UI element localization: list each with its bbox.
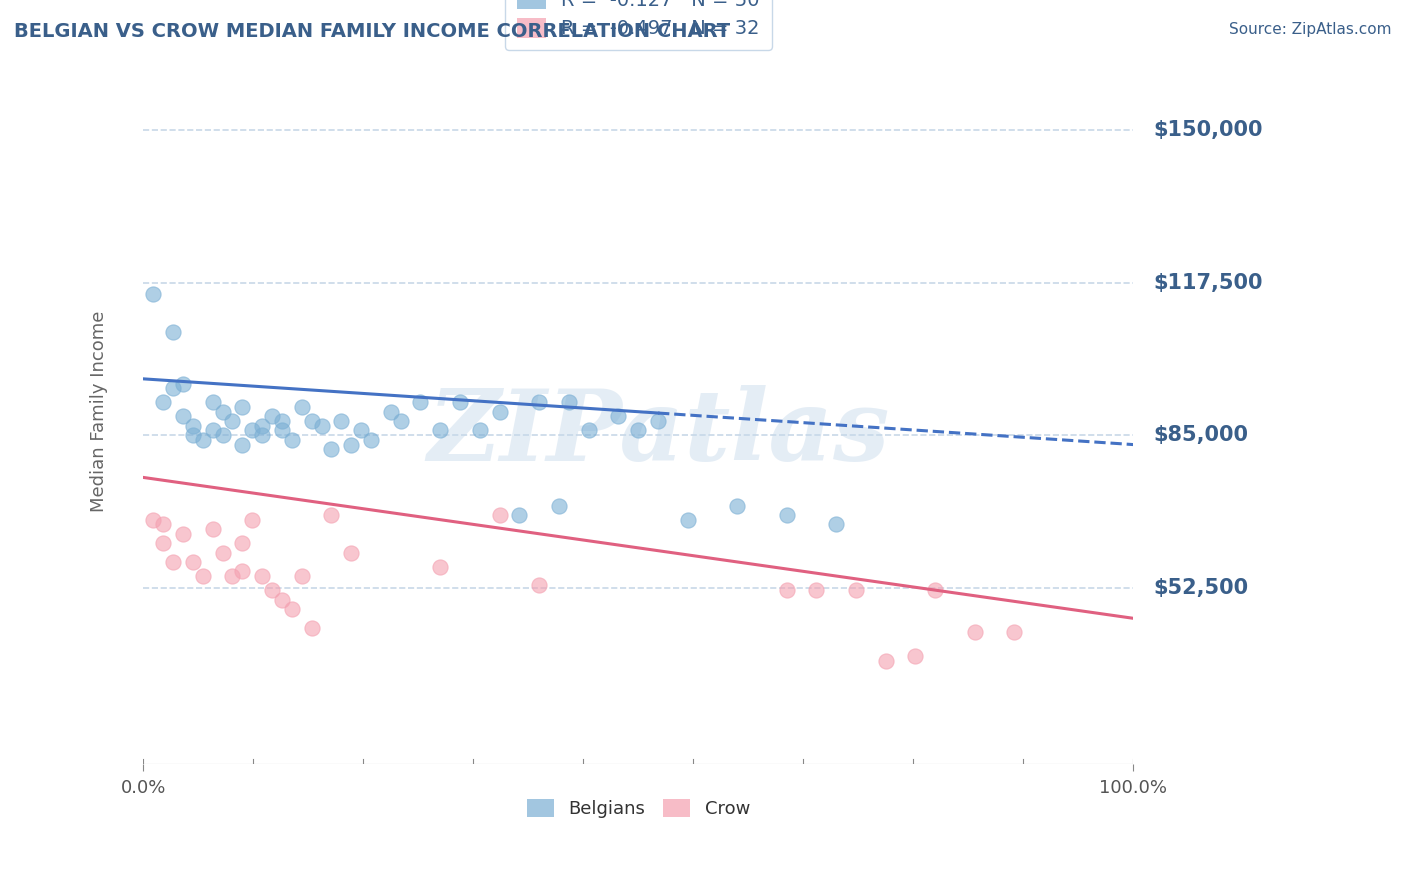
Point: [301, 621, 323, 635]
Point: [162, 381, 184, 395]
Point: [806, 583, 828, 598]
Point: [380, 405, 402, 419]
Point: [389, 414, 412, 428]
Point: [231, 437, 253, 451]
Point: [607, 409, 630, 424]
Point: [291, 400, 314, 414]
Point: [201, 424, 224, 438]
Point: [963, 625, 986, 640]
Point: [1002, 625, 1025, 640]
Point: [211, 405, 233, 419]
Text: Source: ZipAtlas.com: Source: ZipAtlas.com: [1229, 22, 1392, 37]
Point: [211, 545, 233, 559]
Point: [250, 428, 273, 442]
Point: [260, 583, 283, 598]
Point: [340, 545, 363, 559]
Point: [172, 526, 194, 541]
Point: [725, 499, 748, 513]
Point: [627, 424, 650, 438]
Point: [250, 569, 273, 583]
Text: $52,500: $52,500: [1153, 578, 1249, 598]
Point: [488, 405, 510, 419]
Point: [240, 513, 263, 527]
Point: [152, 536, 174, 550]
Text: ZIPatlas: ZIPatlas: [427, 384, 889, 481]
Point: [191, 569, 214, 583]
Point: [330, 414, 353, 428]
Point: [281, 602, 304, 616]
Point: [291, 569, 314, 583]
Point: [201, 522, 224, 536]
Point: [468, 424, 491, 438]
Point: [825, 517, 848, 532]
Point: [924, 583, 946, 598]
Point: [311, 418, 333, 433]
Point: [181, 555, 204, 569]
Point: [162, 325, 184, 339]
Point: [260, 409, 283, 424]
Point: [529, 395, 551, 409]
Point: [172, 409, 194, 424]
Point: [578, 424, 600, 438]
Point: [340, 437, 363, 451]
Point: [240, 424, 263, 438]
Point: [250, 418, 273, 433]
Point: [529, 578, 551, 592]
Point: [647, 414, 669, 428]
Text: $150,000: $150,000: [1153, 120, 1263, 140]
Point: [181, 428, 204, 442]
Point: [142, 287, 165, 301]
Legend: Belgians, Crow: Belgians, Crow: [519, 791, 758, 825]
Point: [321, 442, 343, 457]
Point: [211, 428, 233, 442]
Point: [152, 395, 174, 409]
Point: [231, 565, 253, 579]
Point: [429, 559, 451, 574]
Point: [449, 395, 471, 409]
Point: [201, 395, 224, 409]
Point: [845, 583, 868, 598]
Text: BELGIAN VS CROW MEDIAN FAMILY INCOME CORRELATION CHART: BELGIAN VS CROW MEDIAN FAMILY INCOME COR…: [14, 22, 730, 41]
Text: $85,000: $85,000: [1153, 425, 1249, 445]
Point: [321, 508, 343, 522]
Point: [221, 569, 243, 583]
Point: [301, 414, 323, 428]
Point: [360, 433, 382, 447]
Point: [776, 583, 799, 598]
Point: [162, 555, 184, 569]
Point: [350, 424, 373, 438]
Point: [181, 418, 204, 433]
Point: [152, 517, 174, 532]
Point: [904, 648, 927, 663]
Point: [142, 513, 165, 527]
Point: [281, 433, 304, 447]
Point: [271, 592, 294, 607]
Point: [548, 499, 571, 513]
Point: [875, 654, 897, 668]
Point: [776, 508, 799, 522]
Point: [558, 395, 581, 409]
Point: [172, 376, 194, 391]
Point: [429, 424, 451, 438]
Text: Median Family Income: Median Family Income: [90, 311, 108, 512]
Point: [676, 513, 699, 527]
Point: [409, 395, 432, 409]
Point: [231, 536, 253, 550]
Point: [488, 508, 510, 522]
Text: $117,500: $117,500: [1153, 273, 1263, 293]
Point: [271, 424, 294, 438]
Point: [231, 400, 253, 414]
Point: [271, 414, 294, 428]
Point: [221, 414, 243, 428]
Point: [191, 433, 214, 447]
Point: [508, 508, 530, 522]
